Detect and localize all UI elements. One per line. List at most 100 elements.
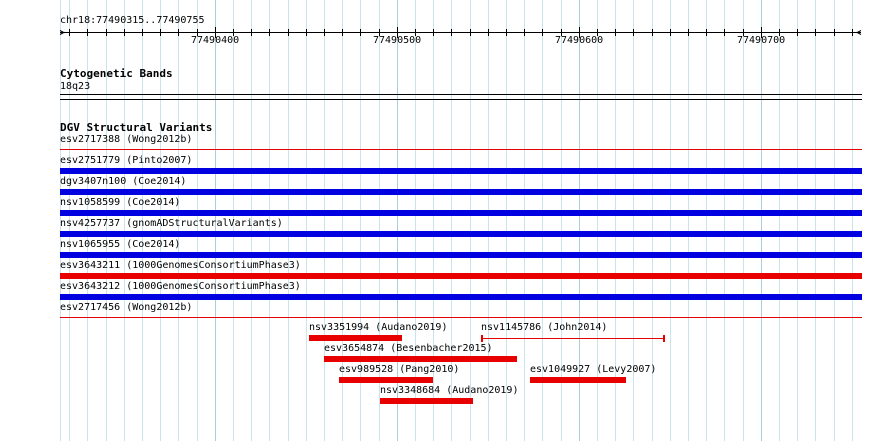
grid-line bbox=[761, 0, 762, 441]
ruler-tick bbox=[324, 29, 325, 36]
dgv-feature-label[interactable]: nsv3348684 (Audano2019) bbox=[380, 385, 519, 396]
dgv-feature-bar[interactable] bbox=[380, 398, 473, 404]
dgv-feature-bar[interactable] bbox=[309, 335, 402, 341]
grid-line bbox=[342, 0, 343, 441]
dgv-feature-label[interactable]: nsv1145786 (John2014) bbox=[481, 322, 608, 333]
dgv-row-bar[interactable] bbox=[60, 210, 862, 216]
grid-line bbox=[470, 0, 471, 441]
ruler-tick bbox=[397, 27, 398, 38]
dgv-row-bar[interactable] bbox=[60, 252, 862, 258]
dgv-row-label[interactable]: esv2717456 (Wong2012b) bbox=[60, 302, 193, 313]
grid-line bbox=[615, 0, 616, 441]
ruler-tick bbox=[561, 29, 562, 36]
ruler-tick bbox=[797, 29, 798, 36]
cytoband-track-title: Cytogenetic Bands bbox=[60, 67, 173, 80]
ruler-tick bbox=[342, 29, 343, 36]
dgv-row-bar[interactable] bbox=[60, 317, 862, 318]
ruler-tick bbox=[269, 29, 270, 36]
grid-line bbox=[688, 0, 689, 441]
grid-line bbox=[852, 0, 853, 441]
ruler-tick bbox=[69, 29, 70, 36]
dgv-row-label[interactable]: nsv1058599 (Coe2014) bbox=[60, 197, 181, 208]
cytoband-outline-bottom bbox=[60, 99, 862, 100]
dgv-row-bar[interactable] bbox=[60, 149, 862, 150]
dgv-row-label[interactable]: nsv1065955 (Coe2014) bbox=[60, 239, 181, 250]
ruler-tick bbox=[597, 29, 598, 36]
dgv-feature-label[interactable]: esv1049927 (Levy2007) bbox=[530, 364, 657, 375]
ruler-tick-label: 77490600 bbox=[555, 35, 604, 46]
dgv-feature-label[interactable]: esv3654874 (Besenbacher2015) bbox=[324, 343, 493, 354]
ruler-tick bbox=[470, 29, 471, 36]
dgv-feature-bar[interactable] bbox=[339, 377, 433, 383]
ruler-tick bbox=[706, 29, 707, 36]
dgv-row-bar[interactable] bbox=[60, 294, 862, 300]
ruler-tick bbox=[160, 29, 161, 36]
ruler-tick bbox=[288, 29, 289, 36]
grid-line bbox=[670, 0, 671, 441]
ruler-tick bbox=[124, 29, 125, 36]
ruler-tick bbox=[652, 29, 653, 36]
dgv-row-bar[interactable] bbox=[60, 231, 862, 237]
dgv-track-title: DGV Structural Variants bbox=[60, 121, 213, 134]
grid-line bbox=[524, 0, 525, 441]
grid-line bbox=[269, 0, 270, 441]
ruler-tick bbox=[761, 27, 762, 38]
grid-line bbox=[288, 0, 289, 441]
ruler-tick bbox=[633, 29, 634, 36]
grid-line bbox=[724, 0, 725, 441]
dgv-feature-bar[interactable] bbox=[481, 338, 664, 339]
grid-line bbox=[597, 0, 598, 441]
grid-line bbox=[633, 0, 634, 441]
dgv-feature-cap bbox=[481, 335, 483, 342]
ruler-tick bbox=[415, 29, 416, 36]
ruler-tick bbox=[524, 29, 525, 36]
ruler-tick bbox=[433, 29, 434, 36]
ruler-axis bbox=[60, 32, 861, 33]
dgv-row-label[interactable]: esv3643211 (1000GenomesConsortiumPhase3) bbox=[60, 260, 301, 271]
grid-line bbox=[324, 0, 325, 441]
dgv-feature-cap bbox=[663, 335, 665, 342]
dgv-row-label[interactable]: dgv3407n100 (Coe2014) bbox=[60, 176, 187, 187]
ruler-tick bbox=[724, 29, 725, 36]
dgv-row-bar[interactable] bbox=[60, 168, 862, 174]
region-label: chr18:77490315..77490755 bbox=[60, 15, 205, 26]
dgv-feature-label[interactable]: nsv3351994 (Audano2019) bbox=[309, 322, 448, 333]
grid-line bbox=[87, 0, 88, 441]
ruler-tick bbox=[688, 29, 689, 36]
grid-line bbox=[506, 0, 507, 441]
ruler-tick bbox=[215, 27, 216, 38]
ruler-tick bbox=[815, 29, 816, 36]
grid-line bbox=[251, 0, 252, 441]
grid-line bbox=[415, 0, 416, 441]
ruler-tick-label: 77490700 bbox=[737, 35, 786, 46]
dgv-row-label[interactable]: esv2751779 (Pinto2007) bbox=[60, 155, 193, 166]
cytoband-label: 18q23 bbox=[60, 81, 91, 92]
grid-line bbox=[360, 0, 361, 441]
ruler-tick bbox=[834, 29, 835, 36]
dgv-row-bar[interactable] bbox=[60, 273, 862, 279]
dgv-feature-bar[interactable] bbox=[324, 356, 517, 362]
grid-line bbox=[160, 0, 161, 441]
dgv-feature-bar[interactable] bbox=[530, 377, 626, 383]
ruler-tick bbox=[852, 29, 853, 36]
grid-line bbox=[215, 0, 216, 441]
ruler-tick bbox=[251, 29, 252, 36]
ruler-tick bbox=[87, 29, 88, 36]
grid-line bbox=[306, 0, 307, 441]
dgv-row-label[interactable]: nsv4257737 (gnomADStructuralVariants) bbox=[60, 218, 283, 229]
dgv-feature-label[interactable]: esv989528 (Pang2010) bbox=[339, 364, 460, 375]
ruler-tick bbox=[306, 29, 307, 36]
dgv-row-label[interactable]: esv2717388 (Wong2012b) bbox=[60, 134, 193, 145]
grid-line bbox=[652, 0, 653, 441]
ruler-tick bbox=[579, 27, 580, 38]
dgv-row-bar[interactable] bbox=[60, 189, 862, 195]
dgv-row-label[interactable]: esv3643212 (1000GenomesConsortiumPhase3) bbox=[60, 281, 301, 292]
grid-line bbox=[451, 0, 452, 441]
ruler-tick bbox=[506, 29, 507, 36]
ruler-tick bbox=[197, 29, 198, 36]
ruler-tick bbox=[106, 29, 107, 36]
ruler-tick bbox=[379, 29, 380, 36]
grid-line bbox=[397, 0, 398, 441]
ruler-tick bbox=[542, 29, 543, 36]
ruler-tick bbox=[670, 29, 671, 36]
